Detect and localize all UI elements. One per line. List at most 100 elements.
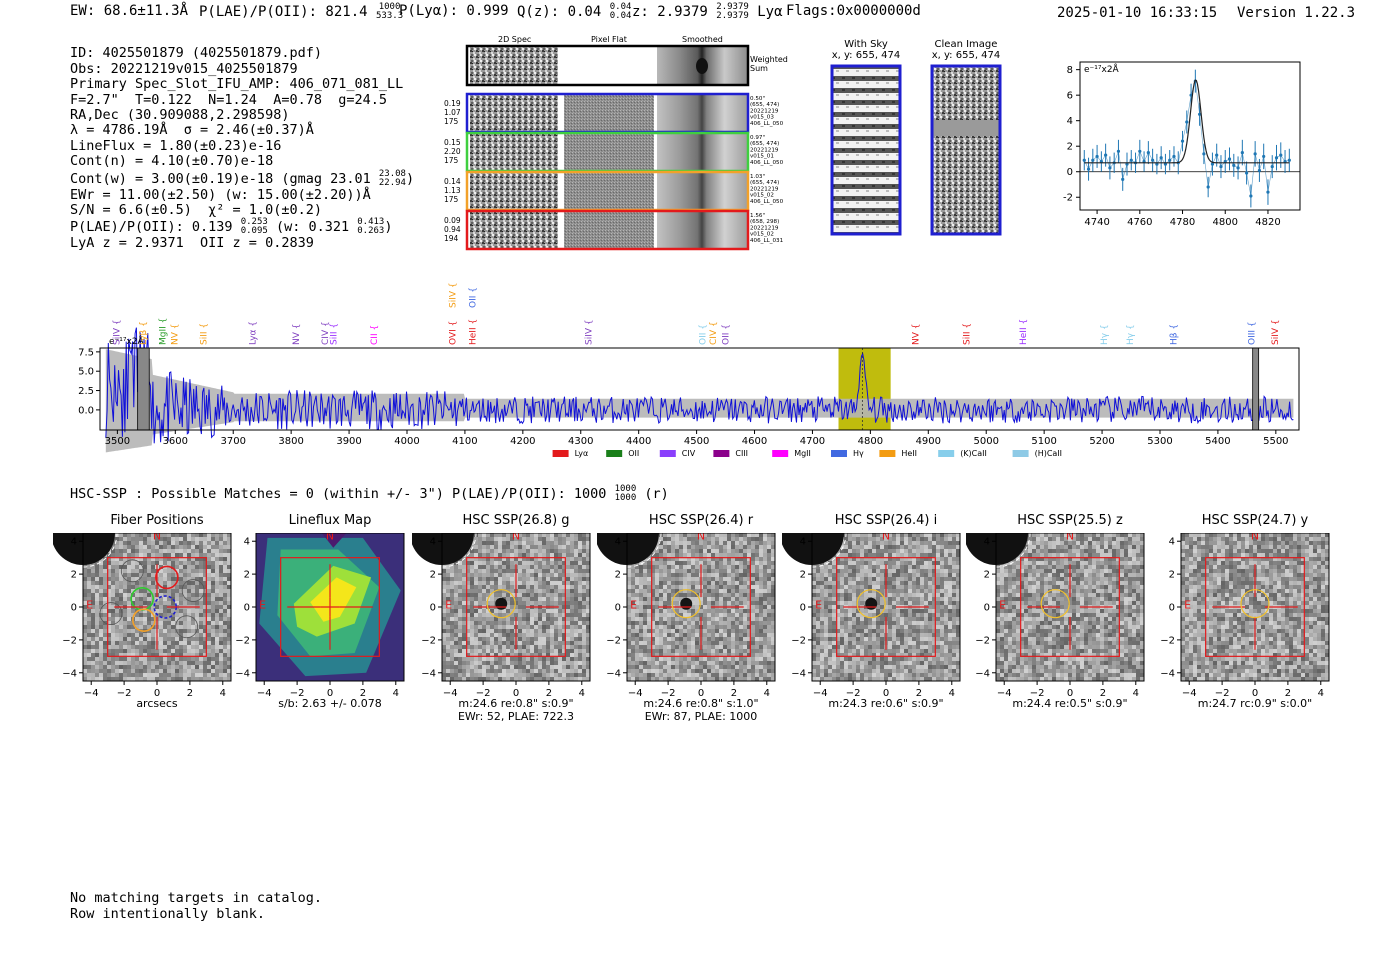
panel-pixel (715, 549, 719, 553)
panel-pixel (860, 553, 864, 557)
panel-pixel (574, 557, 578, 561)
panel-pixel (739, 577, 743, 581)
panel-pixel (123, 541, 127, 545)
panel-pixel (671, 609, 675, 613)
panel-pixel (510, 589, 514, 593)
panel-pixel (727, 593, 731, 597)
panel-pixel (442, 625, 446, 629)
panel-pixel (151, 645, 155, 649)
panel-pixel (651, 641, 655, 645)
panel-pixel (538, 641, 542, 645)
header-timestamp: 2025-01-10 16:33:15 (1057, 5, 1218, 21)
panel-pixel (207, 637, 211, 641)
panel-title: HSC SSP(26.4) r (648, 513, 754, 528)
panel-pixel (703, 617, 707, 621)
panel-pixel (735, 533, 739, 537)
panel-pixel (207, 601, 211, 605)
panel-pixel (159, 649, 163, 653)
panel-pixel (703, 541, 707, 545)
panel-pixel (131, 565, 135, 569)
panel-pixel (956, 565, 960, 569)
panel-pixel (735, 637, 739, 641)
panel-pixel (844, 557, 848, 561)
cutout-row-left-label-3: 194 (444, 234, 459, 243)
panel-pixel (155, 561, 159, 565)
panel-pixel (219, 549, 223, 553)
panel-pixel (450, 625, 454, 629)
panel-pixel (446, 665, 450, 669)
panel-pixel (892, 533, 896, 537)
panel-pixel (83, 589, 87, 593)
panel-pixel (207, 633, 211, 637)
panel-pixel (187, 609, 191, 613)
panel-pixel (663, 573, 667, 577)
panel-pixel (687, 609, 691, 613)
panel-pixel (163, 541, 167, 545)
panel-pixel (542, 557, 546, 561)
line-fit-xtick-label: 4740 (1084, 217, 1109, 228)
panel-pixel (91, 657, 95, 661)
panel-pixel (695, 641, 699, 645)
panel-pixel (215, 573, 219, 577)
panel-pixel (95, 673, 99, 677)
panel-pixel (199, 673, 203, 677)
panel-pixel (679, 585, 683, 589)
panel-pixel (546, 565, 550, 569)
panel-pixel (574, 589, 578, 593)
panel-pixel (856, 561, 860, 565)
panel-pixel (127, 673, 131, 677)
panel-pixel (820, 569, 824, 573)
panel-pixel (671, 617, 675, 621)
panel-pixel (719, 557, 723, 561)
panel-pixel (916, 541, 920, 545)
panel-pixel (143, 625, 147, 629)
panel-pixel (944, 561, 948, 565)
panel-pixel (470, 561, 474, 565)
panel-pixel (183, 541, 187, 545)
panel-pixel (83, 665, 87, 669)
panel-pixel (739, 609, 743, 613)
panel-pixel (856, 545, 860, 549)
panel-pixel (727, 657, 731, 661)
panel-pixel (667, 673, 671, 677)
panel-pixel (743, 617, 747, 621)
panel-pixel (119, 633, 123, 637)
panel-pixel (203, 581, 207, 585)
panel-pixel (739, 661, 743, 665)
panel-pixel (554, 597, 558, 601)
panel-pixel (663, 645, 667, 649)
panel-pixel (131, 557, 135, 561)
panel-pixel (578, 637, 582, 641)
panel-pixel (123, 597, 127, 601)
panel-ytick-label: −2 (235, 635, 250, 646)
panel-pixel (538, 553, 542, 557)
panel-pixel (446, 585, 450, 589)
panel-pixel (675, 609, 679, 613)
panel-pixel (707, 641, 711, 645)
panel-pixel (743, 541, 747, 545)
panel-pixel (506, 665, 510, 669)
with-sky-title-line1: With Sky (844, 39, 888, 50)
panel-pixel (562, 673, 566, 677)
panel-pixel (179, 649, 183, 653)
spectrum-line-label: OVI { (448, 321, 458, 345)
panel-aperture-box (651, 557, 751, 657)
panel-pixel (215, 545, 219, 549)
panel-pixel (832, 573, 836, 577)
panel-pixel (151, 541, 155, 545)
panel-pixel (743, 577, 747, 581)
panel-pixel (470, 585, 474, 589)
panel-pixel (739, 581, 743, 585)
panel-pixel (470, 669, 474, 673)
panel-pixel (683, 625, 687, 629)
panel-pixel (763, 673, 767, 677)
panel-pixel (530, 673, 534, 677)
panel-pixel (755, 661, 759, 665)
panel-pixel (167, 537, 171, 541)
panel-pixel (227, 661, 231, 665)
panel-pixel (107, 597, 111, 601)
panel-pixel (663, 597, 667, 601)
panel-pixel (502, 549, 506, 553)
panel-pixel (904, 549, 908, 553)
panel-pixel (462, 669, 466, 673)
